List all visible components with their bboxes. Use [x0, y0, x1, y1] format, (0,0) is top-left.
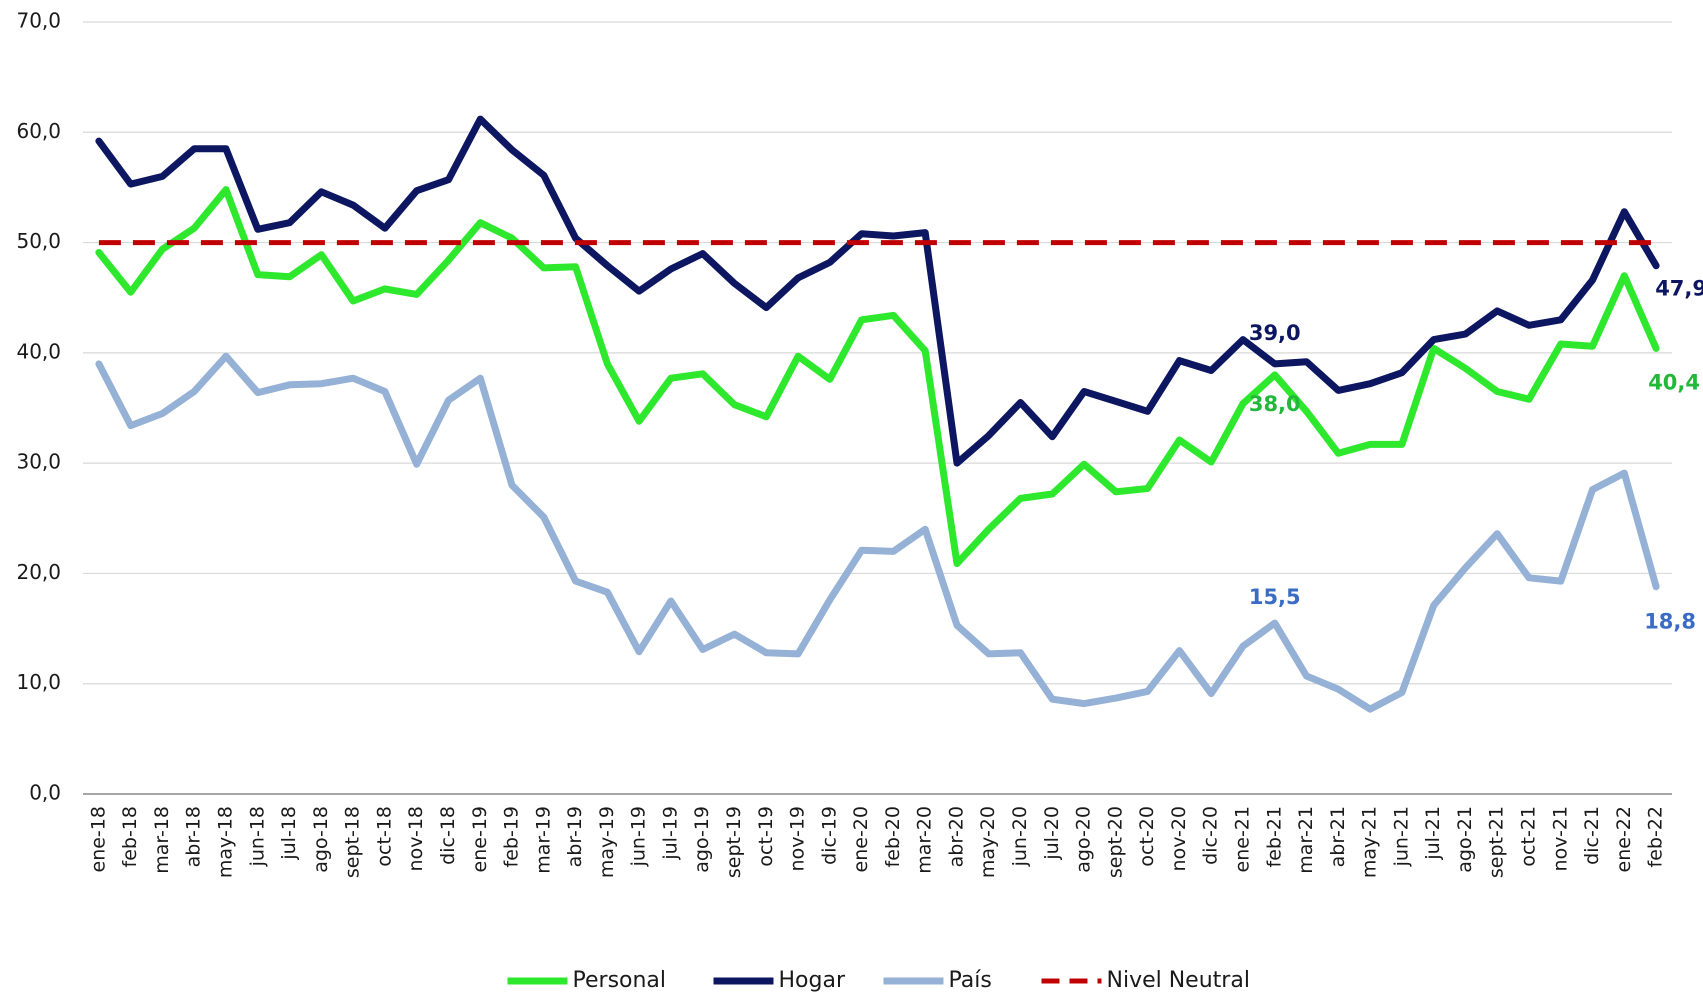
x-tick-label: feb-22 [1645, 806, 1667, 867]
x-tick-label: jul-21 [1422, 806, 1444, 861]
x-tick-label: jul-19 [659, 806, 681, 861]
x-tick-label: ene-21 [1231, 806, 1253, 872]
x-tick-label: jul-18 [278, 806, 300, 861]
x-tick-label: sept-20 [1104, 806, 1126, 878]
x-tick-label: oct-20 [1136, 806, 1158, 867]
x-tick-label: ene-18 [87, 806, 109, 872]
legend-label: País [949, 968, 992, 993]
x-tick-label: ago-21 [1454, 806, 1476, 873]
x-tick-label: abr-18 [183, 806, 205, 867]
x-tick-label: jun-19 [628, 806, 650, 867]
x-tick-label: dic-19 [818, 806, 840, 865]
x-tick-label: abr-20 [945, 806, 967, 867]
data-label: 15,5 [1249, 585, 1301, 609]
x-tick-label: jul-20 [1041, 806, 1063, 861]
y-tick-label: 30,0 [16, 450, 61, 474]
x-tick-label: oct-18 [373, 806, 395, 867]
x-tick-label: ene-19 [469, 806, 491, 872]
x-tick-label: feb-20 [882, 806, 904, 867]
x-tick-label: nov-19 [787, 806, 809, 871]
x-tick-label: sept-21 [1486, 806, 1508, 878]
x-tick-label: dic-21 [1581, 806, 1603, 865]
x-tick-label: abr-21 [1327, 806, 1349, 867]
x-tick-label: may-20 [977, 806, 999, 878]
x-tick-label: nov-20 [1168, 806, 1190, 871]
x-tick-label: jun-20 [1009, 806, 1031, 867]
x-tick-label: dic-20 [1200, 806, 1222, 865]
legend-label: Nivel Neutral [1107, 968, 1250, 993]
x-tick-label: may-21 [1359, 806, 1381, 878]
x-tick-label: feb-19 [501, 806, 523, 867]
x-tick-label: sept-19 [723, 806, 745, 878]
x-tick-label: feb-21 [1263, 806, 1285, 867]
x-tick-label: sept-18 [342, 806, 364, 878]
y-tick-label: 20,0 [16, 560, 61, 584]
x-tick-label: may-18 [215, 806, 237, 878]
y-tick-label: 0,0 [29, 781, 61, 805]
y-tick-label: 40,0 [16, 339, 61, 363]
y-tick-label: 60,0 [16, 119, 61, 143]
x-tick-label: feb-18 [119, 806, 141, 867]
x-tick-label: nov-18 [405, 806, 427, 871]
x-tick-label: ago-18 [310, 806, 332, 873]
series-line [95, 115, 1660, 467]
x-tick-label: jun-18 [246, 806, 268, 867]
y-tick-label: 10,0 [16, 670, 61, 694]
x-tick-label: oct-19 [755, 806, 777, 867]
y-tick-label: 70,0 [16, 9, 61, 33]
x-tick-label: nov-21 [1549, 806, 1571, 871]
data-label: 39,0 [1249, 321, 1301, 345]
data-label: 18,8 [1644, 610, 1696, 634]
x-tick-label: mar-21 [1295, 806, 1317, 874]
legend-label: Personal [573, 968, 667, 993]
series-line [95, 186, 1660, 567]
x-tick-label: ene-22 [1613, 806, 1635, 872]
x-tick-label: ago-20 [1073, 806, 1095, 873]
data-label: 38,0 [1249, 392, 1301, 416]
x-tick-label: oct-21 [1517, 806, 1539, 867]
x-tick-label: mar-20 [914, 806, 936, 874]
series-line [95, 352, 1660, 713]
x-tick-label: ago-19 [691, 806, 713, 873]
data-label: 40,4 [1648, 370, 1700, 394]
x-tick-label: mar-18 [151, 806, 173, 874]
legend-label: Hogar [779, 968, 846, 993]
x-tick-label: may-19 [596, 806, 618, 878]
x-tick-label: abr-19 [564, 806, 586, 867]
x-tick-label: mar-19 [532, 806, 554, 874]
x-tick-label: jun-21 [1390, 806, 1412, 867]
data-label: 47,9 [1655, 277, 1703, 301]
x-tick-label: dic-18 [437, 806, 459, 865]
y-tick-label: 50,0 [16, 229, 61, 253]
x-tick-label: ene-20 [850, 806, 872, 872]
